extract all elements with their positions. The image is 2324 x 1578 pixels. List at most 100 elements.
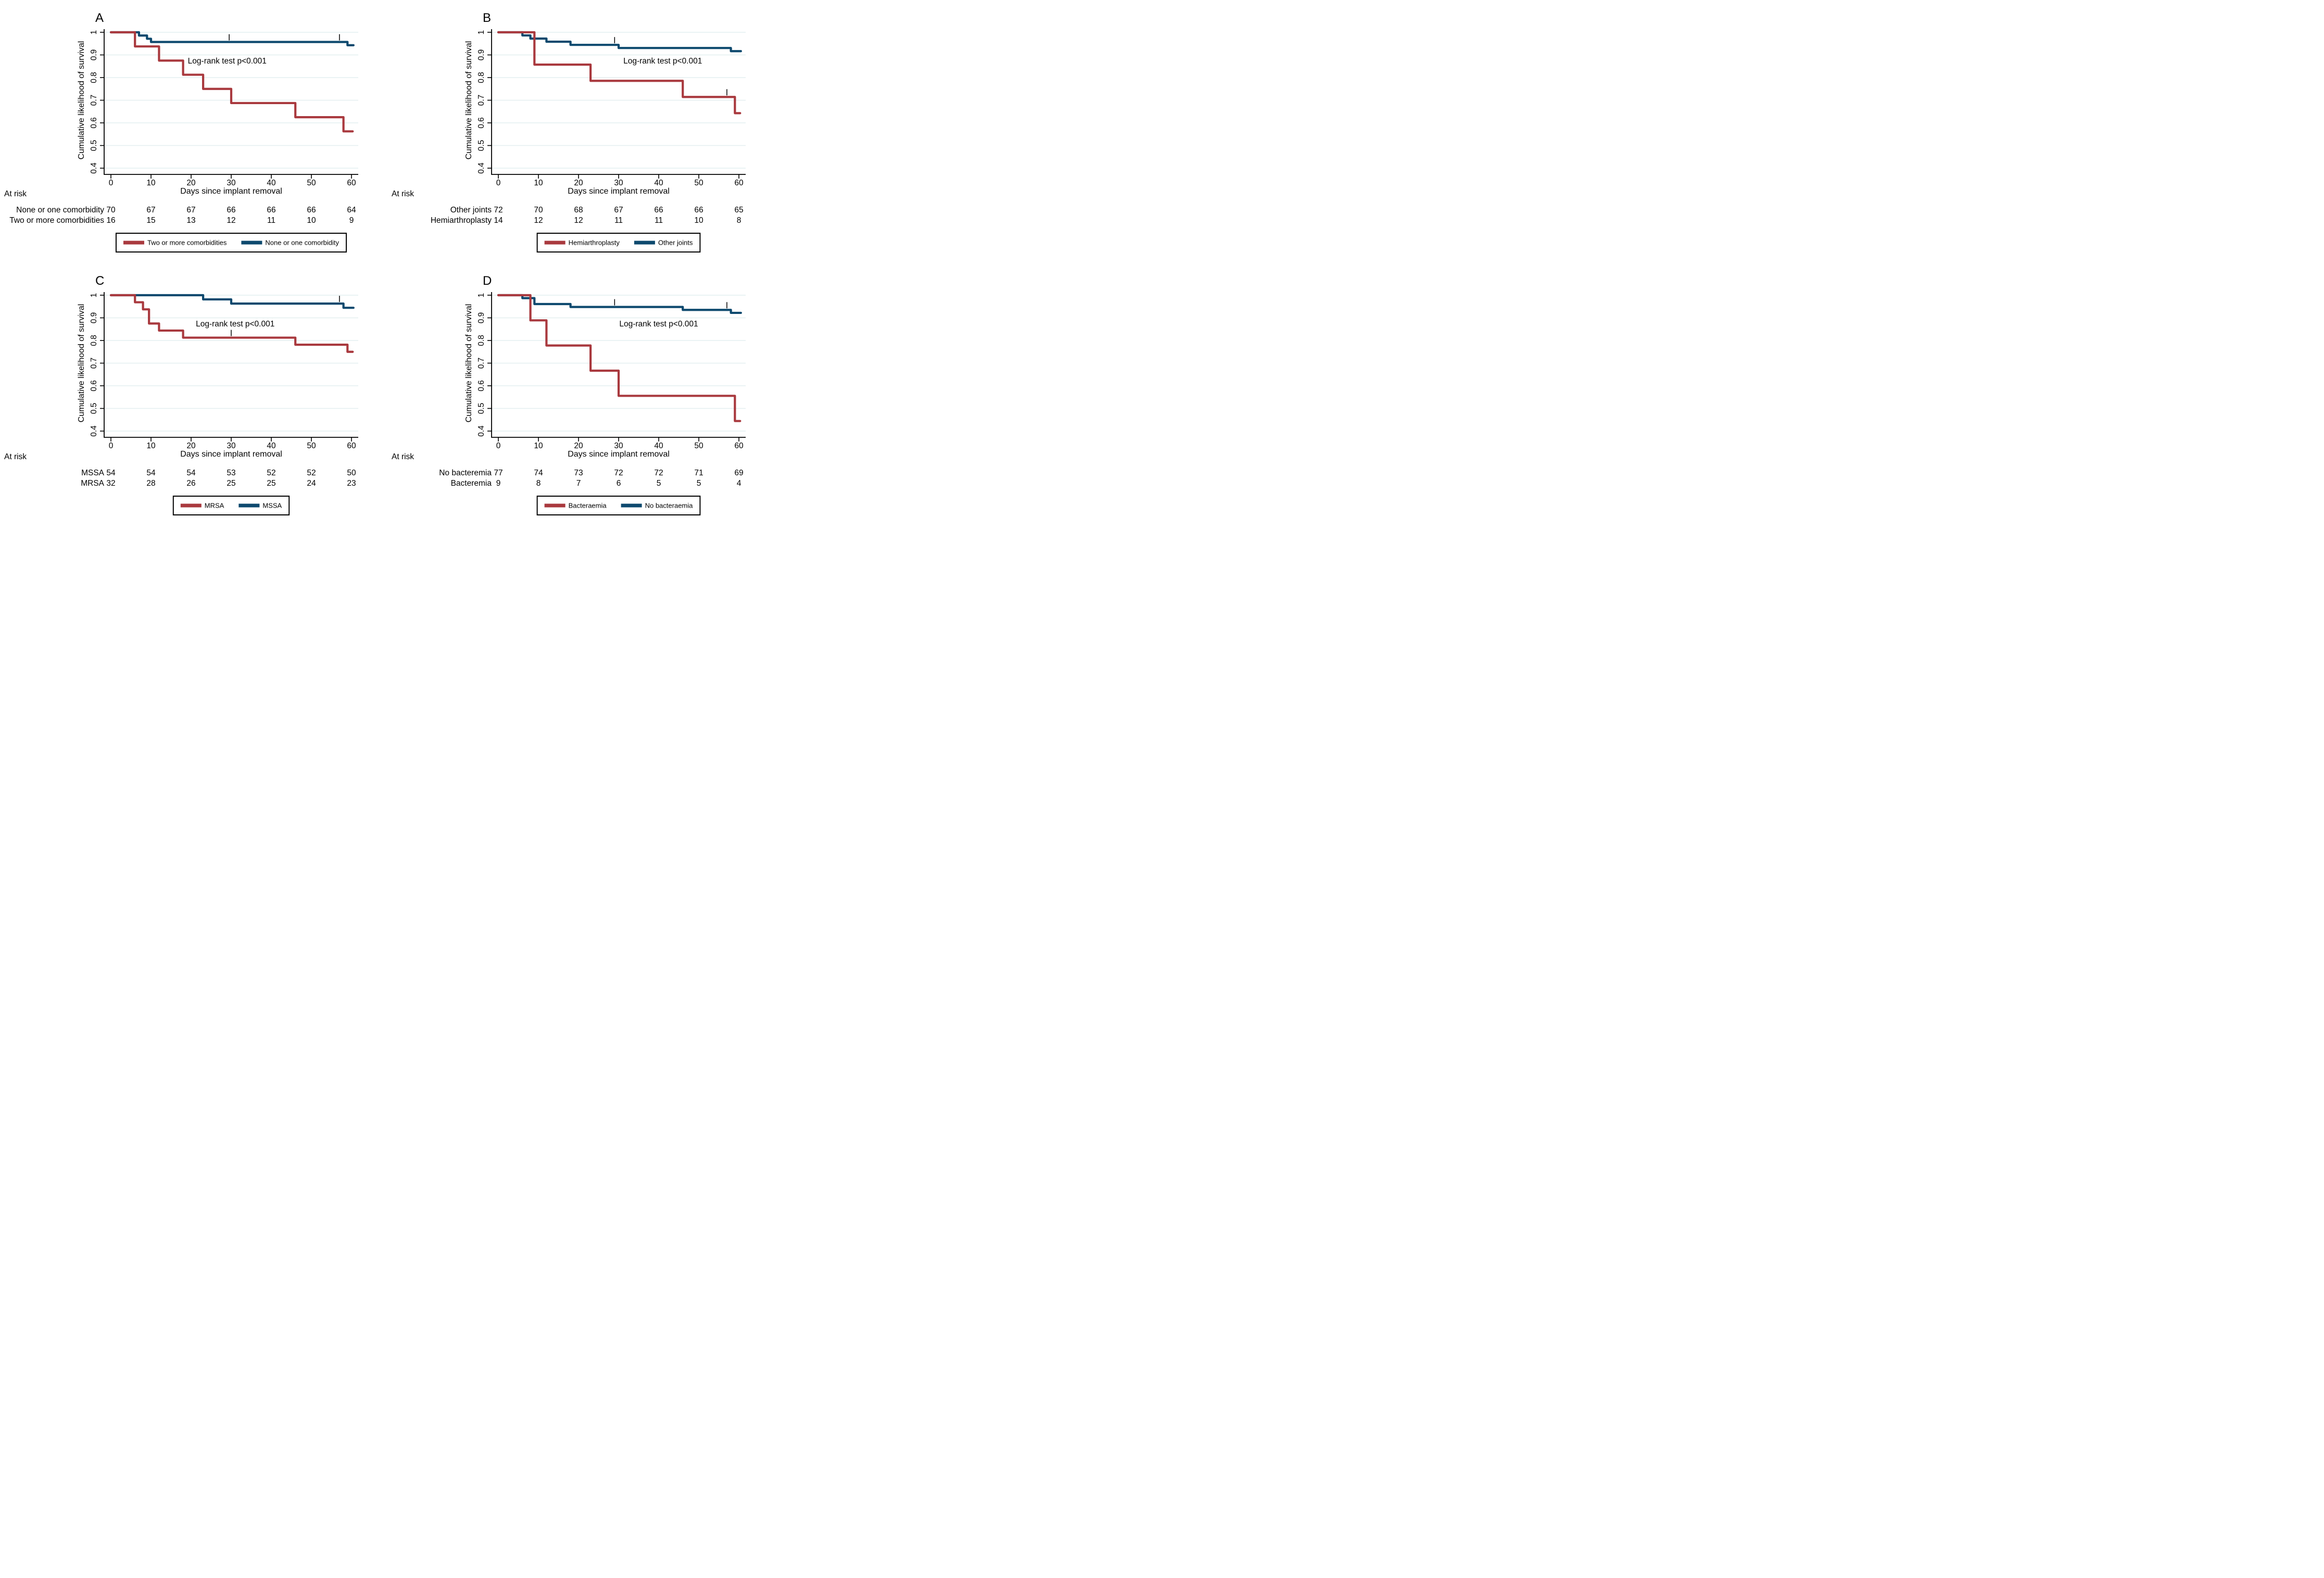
x-tick-label: 30 bbox=[227, 179, 236, 187]
censor-ticks bbox=[229, 34, 340, 41]
at-risk-count: 14 bbox=[494, 216, 503, 225]
at-risk-count: 23 bbox=[347, 479, 356, 488]
at-risk-count: 67 bbox=[186, 206, 195, 214]
x-tick-label: 60 bbox=[347, 441, 356, 450]
y-tick-label: 0.4 bbox=[477, 425, 486, 437]
at-risk-count: 54 bbox=[186, 469, 196, 477]
curve-bacteraemia bbox=[497, 294, 742, 422]
y-tick-label: 0.8 bbox=[90, 72, 98, 83]
at-risk-count: 25 bbox=[227, 479, 235, 488]
at-risk-count: 24 bbox=[307, 479, 316, 488]
x-tick-label: 0 bbox=[109, 179, 114, 187]
panel-d: 0.4 0.5 0.6 0.7 0.8 0.9 1 0 10 20 30 40 50 60 Days sin… bbox=[387, 263, 775, 526]
curve-other-joints bbox=[497, 31, 742, 53]
at-risk-count: 50 bbox=[347, 469, 356, 477]
at-risk-count: 66 bbox=[307, 206, 316, 214]
survival-curves bbox=[109, 31, 355, 133]
x-tick-label: 20 bbox=[186, 179, 196, 187]
panel-a: 0.4 0.5 0.6 0.7 0.8 0.9 1 0 10 20 30 40 50 60 Days sin… bbox=[0, 0, 387, 263]
y-tick-label: 0.9 bbox=[477, 312, 486, 324]
y-tick-label: 0.9 bbox=[90, 49, 98, 61]
x-tick-label: 10 bbox=[146, 179, 156, 187]
log-rank-annotation: Log-rank test p<0.001 bbox=[619, 320, 698, 329]
x-axis-title: Days since implant removal bbox=[568, 187, 670, 196]
y-tick-label: 0.4 bbox=[90, 162, 98, 174]
at-risk-count: 66 bbox=[227, 206, 235, 214]
at-risk-count: 25 bbox=[267, 479, 275, 488]
legend-box bbox=[536, 496, 701, 515]
legend: Bacteraemia No bacteraemia bbox=[544, 502, 694, 510]
axes: 0.40.50.60.70.80.910 10 20 30 40 50 60 bbox=[90, 29, 358, 187]
y-axis-title: Cumulative likelihood of survival bbox=[464, 304, 473, 423]
x-tick-label: 60 bbox=[347, 179, 356, 187]
y-tick-label: 0.4 bbox=[477, 162, 486, 174]
censor-ticks bbox=[614, 37, 727, 96]
x-tick-label: 50 bbox=[694, 441, 704, 450]
y-tick-label: 1 bbox=[477, 293, 486, 298]
at-risk-count: 70 bbox=[106, 206, 116, 214]
axes: 0.40.50.60.70.80.910 10 20 30 40 50 60 bbox=[477, 292, 746, 450]
x-tick-label: 40 bbox=[267, 441, 276, 450]
legend: Two or more comorbidities None or one com… bbox=[123, 239, 340, 247]
at-risk-count: 69 bbox=[734, 469, 743, 477]
at-risk-row-label: MRSA bbox=[81, 479, 104, 488]
y-tick-label: 0.9 bbox=[477, 49, 486, 61]
y-tick-label: 1 bbox=[90, 30, 98, 35]
at-risk-row-label: Hemiarthroplasty bbox=[431, 216, 492, 225]
at-risk-count: 70 bbox=[534, 206, 543, 214]
at-risk-count: 54 bbox=[146, 469, 156, 477]
axes: 0.40.50.60.70.80.910 10 20 30 40 50 60 bbox=[477, 29, 746, 187]
x-tick-label: 10 bbox=[534, 179, 543, 187]
at-risk-count: 26 bbox=[186, 479, 195, 488]
legend-label: No bacteraemia bbox=[645, 502, 694, 510]
gridlines bbox=[492, 32, 746, 169]
at-risk-count: 11 bbox=[614, 216, 623, 225]
panel-b: 0.4 0.5 0.6 0.7 0.8 0.9 1 0 10 20 30 40 50 60 Days sin… bbox=[387, 0, 775, 263]
gridlines bbox=[104, 295, 358, 432]
x-tick-label: 0 bbox=[496, 441, 501, 450]
x-tick-label: 10 bbox=[534, 441, 543, 450]
at-risk-count: 64 bbox=[347, 206, 356, 214]
at-risk-count: 72 bbox=[614, 469, 623, 477]
x-tick-label: 50 bbox=[307, 179, 316, 187]
at-risk-row-label: None or one comorbidity bbox=[16, 206, 104, 214]
legend-label: Hemiarthroplasty bbox=[569, 239, 620, 247]
y-tick-label: 0.9 bbox=[90, 312, 98, 324]
x-tick-label: 20 bbox=[186, 441, 196, 450]
at-risk-count: 12 bbox=[534, 216, 543, 225]
at-risk-count: 66 bbox=[654, 206, 663, 214]
x-tick-label: 40 bbox=[654, 179, 663, 187]
legend-box bbox=[115, 233, 347, 253]
at-risk-count: 10 bbox=[694, 216, 704, 225]
at-risk-count: 77 bbox=[494, 469, 503, 477]
axis-frame bbox=[104, 292, 358, 438]
km-survival-figure: 0.4 0.5 0.6 0.7 0.8 0.9 1 0 10 20 30 40 50 60 Days sin… bbox=[0, 0, 775, 526]
x-tick-label: 40 bbox=[267, 179, 276, 187]
x-axis-title: Days since implant removal bbox=[180, 450, 282, 459]
x-tick-label: 50 bbox=[694, 179, 704, 187]
y-axis-title: Cumulative likelihood of survival bbox=[77, 41, 86, 160]
y-tick-label: 0.6 bbox=[477, 380, 486, 392]
y-tick-label: 0.8 bbox=[477, 72, 486, 83]
survival-curves bbox=[497, 294, 742, 422]
at-risk-row-label: Other joints bbox=[450, 206, 492, 214]
panel-letter: A bbox=[95, 11, 104, 25]
at-risk-count: 5 bbox=[657, 479, 661, 488]
at-risk-heading: At risk bbox=[392, 452, 414, 461]
at-risk-count: 4 bbox=[737, 479, 742, 488]
x-tick-label: 0 bbox=[109, 441, 114, 450]
log-rank-annotation: Log-rank test p<0.001 bbox=[188, 57, 267, 66]
log-rank-annotation: Log-rank test p<0.001 bbox=[196, 320, 274, 329]
at-risk-count: 73 bbox=[574, 469, 583, 477]
curve-mssa bbox=[109, 294, 355, 309]
at-risk-count: 8 bbox=[536, 479, 541, 488]
y-tick-label: 0.7 bbox=[90, 358, 98, 369]
at-risk-count: 9 bbox=[349, 216, 354, 225]
y-tick-label: 1 bbox=[90, 293, 98, 298]
at-risk-count: 66 bbox=[694, 206, 703, 214]
at-risk-count: 28 bbox=[146, 479, 155, 488]
